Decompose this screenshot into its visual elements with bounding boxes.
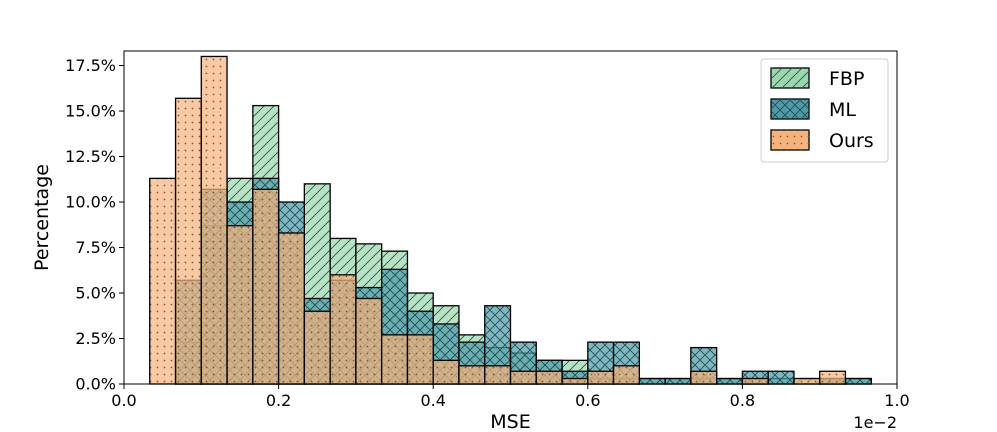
y-axis-label: Percentage	[31, 164, 53, 271]
bar-ours	[509, 370, 537, 385]
y-tick-label: 2.5%	[75, 329, 116, 348]
x-tick-label: 1.0	[884, 391, 909, 410]
bar-ours	[200, 55, 228, 385]
legend-label-ml: ML	[829, 99, 856, 121]
y-tick-label: 10.0%	[65, 193, 116, 212]
bar-ours	[303, 310, 331, 385]
x-tick-label: 0.0	[111, 391, 136, 410]
bar-ours	[380, 334, 409, 385]
x-tick-label: 0.2	[266, 391, 291, 410]
plot-frame	[123, 50, 898, 385]
legend: FBP ML Ours	[760, 58, 889, 163]
bar-ours	[741, 377, 769, 385]
bar-ml	[638, 377, 666, 385]
bar-ml	[716, 377, 744, 385]
bar-ours	[252, 188, 280, 385]
bar-ours	[793, 377, 821, 385]
x-tick-label: 0.6	[575, 391, 600, 410]
series-ours	[149, 55, 847, 385]
y-tick-label: 17.5%	[65, 56, 116, 75]
bar-ml	[767, 370, 795, 385]
x-axis-label: MSE	[490, 411, 530, 432]
legend-label-ours: Ours	[829, 130, 874, 152]
bar-ours	[458, 365, 486, 385]
y-tick-label: 15.0%	[65, 102, 116, 121]
bar-ours	[355, 297, 383, 385]
y-tick-label: 5.0%	[75, 284, 116, 303]
x-axis-offset-label: 1e−2	[853, 413, 897, 432]
bar-ours	[149, 177, 177, 385]
bar-ours	[432, 359, 460, 385]
x-tick-label: 0.4	[420, 391, 445, 410]
bar-ours	[406, 334, 434, 385]
bar-ours	[690, 370, 718, 385]
bar-ours	[819, 370, 847, 385]
bar-ours	[277, 232, 305, 385]
bar-ours	[329, 274, 357, 385]
bar-ml	[844, 377, 872, 385]
y-tick-label: 12.5%	[65, 147, 116, 166]
bar-ours	[484, 365, 512, 385]
y-tick-label: 0.0%	[75, 375, 116, 394]
legend-swatch-pattern	[771, 130, 809, 150]
y-tick-label: 7.5%	[75, 238, 116, 257]
bar-ours	[561, 377, 589, 385]
bar-ours	[226, 225, 254, 385]
bar-ours	[612, 365, 641, 385]
legend-label-fbp: FBP	[829, 68, 864, 90]
bar-ml	[664, 377, 692, 385]
legend-swatch-pattern	[771, 68, 809, 88]
legend-swatch-pattern	[771, 99, 809, 119]
bar-ours	[535, 370, 563, 385]
x-tick-label: 0.8	[730, 391, 755, 410]
bar-ours	[174, 97, 202, 385]
bar-ours	[587, 370, 615, 385]
